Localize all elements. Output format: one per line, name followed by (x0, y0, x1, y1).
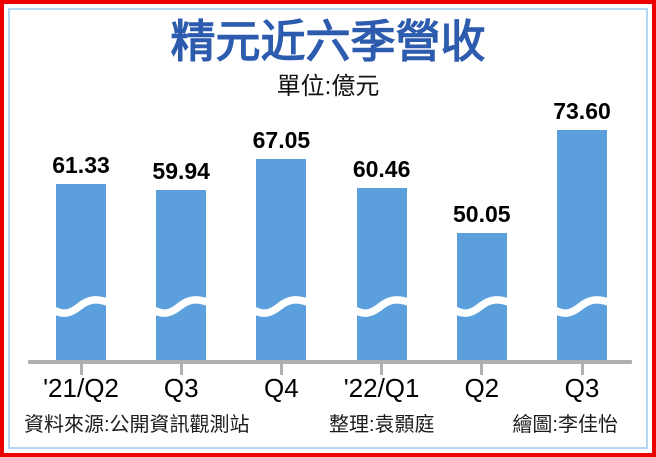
bar (156, 190, 207, 360)
axis-break-wave-icon (348, 296, 415, 317)
axis-tick (380, 362, 384, 375)
bar-value-label: 50.05 (453, 201, 511, 227)
category-label: Q3 (564, 373, 600, 403)
axis-break-wave-icon (248, 296, 315, 317)
axis-tick (79, 362, 83, 375)
axis-tick (279, 362, 283, 375)
bar-value-label: 59.94 (152, 158, 210, 184)
bar (256, 159, 307, 360)
axis-tick (580, 362, 584, 375)
bar-value-label: 60.46 (352, 156, 411, 182)
axis-break-wave-icon (148, 296, 214, 317)
category-label: '22/Q1 (343, 373, 420, 403)
chart-title: 精元近六季營收 (170, 16, 486, 67)
bar-value-label: 61.33 (52, 152, 110, 178)
plot-area: 61.33 '21/Q2 59.94 Q3 67.05 Q4 60.46 '22/Q1 50.0… (4, 4, 652, 453)
axis-tick (179, 362, 183, 375)
category-label: Q3 (163, 373, 199, 403)
editor-credit: 整理:袁顥庭 (329, 414, 435, 436)
x-axis-line (28, 360, 632, 364)
bar (56, 184, 106, 360)
category-label: Q4 (264, 373, 299, 403)
axis-tick (480, 362, 484, 375)
axis-break-wave-icon (48, 296, 114, 317)
axis-break-wave-icon (449, 296, 515, 317)
bar (557, 130, 607, 360)
category-label: '21/Q2 (43, 373, 119, 403)
bar-value-label: 73.60 (553, 98, 611, 124)
category-label: Q2 (464, 373, 500, 403)
axis-break-wave-icon (549, 296, 615, 317)
bar-value-label: 67.05 (252, 127, 311, 153)
source-credit: 資料來源:公開資訊觀測站 (24, 414, 250, 436)
illustrator-credit: 繪圖:李佳怡 (512, 414, 618, 436)
unit-label: 單位:億元 (276, 73, 380, 100)
bar (356, 188, 407, 360)
